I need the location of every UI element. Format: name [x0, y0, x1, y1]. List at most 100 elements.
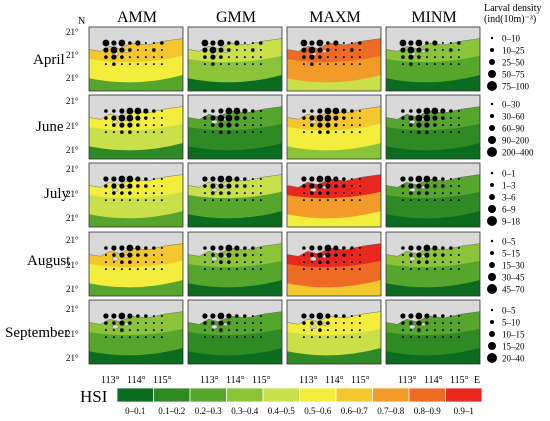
station-dot: [104, 63, 107, 66]
station-dot: [251, 268, 254, 271]
lat-tick: 21°: [66, 304, 79, 314]
station-dot: [334, 336, 337, 339]
station-dot: [235, 261, 238, 264]
map-panel-september-minm: [385, 299, 481, 365]
station-dot: [324, 175, 332, 183]
station-dot: [310, 123, 314, 127]
station-dot: [104, 109, 108, 113]
hsi-bin-label: 0.3–0.4: [231, 406, 259, 416]
station-dot: [423, 175, 431, 183]
station-dot: [102, 39, 110, 47]
station-dot: [251, 109, 255, 113]
station-dot: [326, 321, 330, 325]
station-dot: [160, 254, 163, 257]
station-dot: [118, 312, 126, 320]
station-dot: [203, 254, 206, 257]
station-dot: [160, 336, 163, 339]
map-panel-september-gmm: [187, 299, 283, 365]
station-dot: [104, 321, 108, 325]
station-dot: [251, 336, 254, 339]
legend-dot: [489, 331, 495, 337]
station-dot: [350, 117, 353, 120]
station-dot: [310, 329, 313, 332]
map-panel-august-gmm: [187, 231, 283, 297]
hsi-colorbar: 0–0.1 0.1–0.2 0.2–0.3 0.3–0.4 0.4–0.5 0.5–0.6…: [116, 387, 483, 416]
station-dot: [136, 268, 139, 271]
station-dot: [400, 313, 406, 319]
legend-dot: [490, 171, 494, 175]
station-dot: [127, 252, 133, 258]
station-dot: [210, 176, 216, 182]
station-dot: [425, 199, 428, 202]
panel-frame: [385, 26, 481, 92]
station-dot: [128, 321, 132, 325]
station-dot: [417, 268, 420, 271]
station-dot: [217, 175, 225, 183]
station-dot: [441, 177, 445, 181]
station-dot: [227, 48, 231, 52]
station-dot: [226, 122, 232, 128]
lon-tick: 114°: [226, 375, 245, 386]
station-dot: [144, 192, 147, 195]
station-dot: [449, 48, 453, 52]
station-dot: [358, 63, 361, 66]
station-dot: [308, 46, 316, 54]
map-panel-april-gmm: [187, 26, 283, 92]
station-dot: [409, 253, 413, 257]
legend-dot: [490, 308, 494, 312]
map-panel-august-minm: [385, 231, 481, 297]
station-dot: [235, 199, 238, 202]
island: [124, 322, 129, 327]
station-dot: [318, 328, 322, 332]
station-dot: [350, 336, 353, 339]
station-dot: [334, 329, 337, 332]
station-dot: [317, 245, 323, 251]
station-dot: [358, 315, 361, 317]
station-dot: [136, 261, 139, 264]
hsi-swatch: [116, 387, 154, 403]
station-dot: [358, 261, 361, 264]
station-dot: [104, 116, 108, 120]
panel-frame: [187, 162, 283, 228]
hsi-bin-label: 0.5–0.6: [304, 406, 332, 416]
station-dot: [152, 192, 155, 195]
legend-label: 15–20: [502, 342, 525, 352]
row-label-june: June: [36, 119, 64, 135]
legend-dot: [489, 59, 495, 65]
legend-dot: [487, 284, 497, 294]
station-dot: [350, 254, 353, 257]
legend-dot: [490, 102, 494, 106]
panel-frame: [286, 299, 382, 365]
station-dot: [441, 116, 445, 120]
station-dot: [441, 199, 444, 202]
station-dot: [119, 252, 125, 258]
station-dot: [219, 199, 222, 202]
station-dot: [334, 199, 337, 202]
station-dot: [152, 178, 155, 180]
station-dot: [251, 199, 254, 202]
station-dot: [408, 313, 414, 319]
station-dot: [441, 329, 444, 332]
station-dot: [111, 183, 117, 189]
station-dot: [225, 107, 233, 115]
station-dot: [136, 199, 139, 202]
panel-frame: [385, 299, 481, 365]
lat-tick: 21°: [66, 353, 79, 363]
station-dot: [160, 185, 163, 188]
station-dot: [160, 192, 163, 195]
station-dot: [235, 336, 238, 339]
map-panel-april-maxm: [286, 26, 382, 92]
map-panel-june-maxm: [286, 94, 382, 160]
station-dot: [457, 131, 460, 134]
station-dot: [423, 114, 431, 122]
station-dot: [251, 322, 254, 325]
legend-dot: [490, 36, 494, 40]
hsi-swatch: [262, 387, 300, 403]
station-dot: [144, 124, 147, 127]
station-dot: [243, 124, 246, 127]
station-dot: [401, 124, 404, 127]
station-dot: [417, 260, 421, 264]
station-dot: [342, 63, 345, 66]
station-dot: [203, 199, 206, 202]
station-dot: [416, 245, 422, 251]
